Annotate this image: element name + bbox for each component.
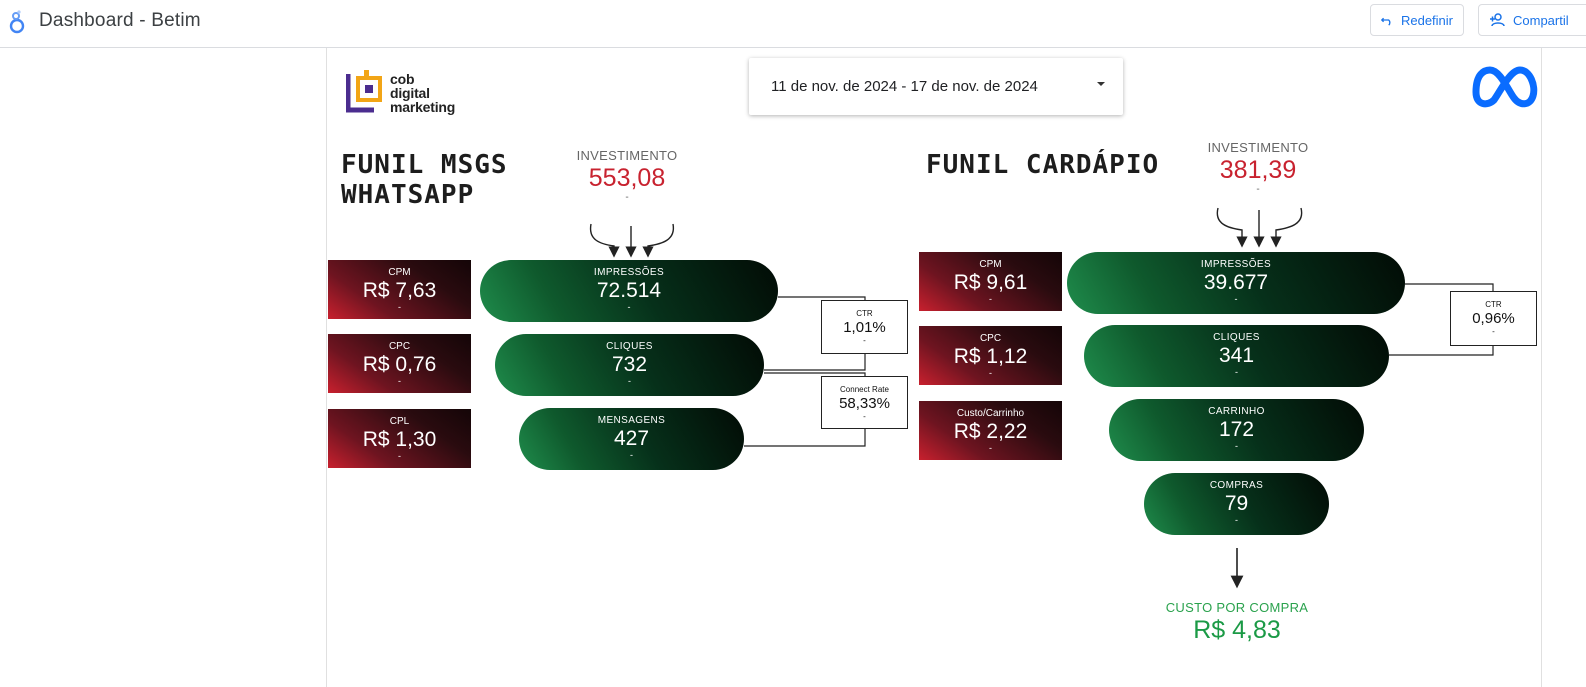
investment-comparison: -	[625, 192, 629, 203]
cost-comparison: -	[398, 302, 401, 312]
stage-comparison: -	[1234, 294, 1238, 304]
dropdown-arrow-icon	[1097, 82, 1105, 86]
app-header: Dashboard - Betim Redefinir Compartil	[0, 0, 1586, 48]
funnel-stage-clicks: CLIQUES 341 -	[1084, 325, 1389, 387]
stage-label: IMPRESSÕES	[593, 267, 665, 278]
cost-value: R$ 9,61	[953, 271, 1028, 294]
cob-digital-logo	[346, 70, 382, 113]
share-button-label: Compartil	[1513, 12, 1569, 28]
stage-value: 39.677	[1203, 271, 1269, 294]
date-range-value: 11 de nov. de 2024 - 17 de nov. de 2024	[771, 78, 1038, 95]
cost-card-cpc: CPC R$ 1,12 -	[919, 326, 1062, 385]
stage-value: 72.514	[596, 279, 662, 302]
logo-line-2: digital	[390, 85, 430, 101]
cost-value: R$ 0,76	[362, 353, 437, 376]
cost-label: CPM	[388, 267, 411, 278]
investment-label: INVESTIMENTO	[1207, 140, 1309, 155]
funnel-stage-cart: CARRINHO 172 -	[1109, 399, 1364, 461]
rate-value: 0,96%	[1472, 310, 1515, 327]
investment-comparison: -	[1256, 184, 1260, 195]
funnel-left-title-line-2: WHATSAPP	[341, 180, 475, 210]
stage-comparison: -	[1235, 441, 1238, 451]
stage-value: 172	[1218, 418, 1255, 441]
funnel-stage-purchases: COMPRAS 79 -	[1144, 473, 1329, 535]
cost-comparison: -	[989, 294, 992, 304]
investment-label: INVESTIMENTO	[576, 148, 678, 163]
stage-label: IMPRESSÕES	[1200, 259, 1272, 270]
add-person-icon	[1490, 13, 1505, 27]
cost-comparison: -	[989, 368, 992, 378]
date-range-picker[interactable]: 11 de nov. de 2024 - 17 de nov. de 2024	[749, 58, 1123, 115]
rate-value: 58,33%	[839, 395, 890, 412]
cost-comparison: -	[989, 443, 992, 453]
logo-line-3: marketing	[390, 99, 456, 115]
stage-value: 79	[1224, 492, 1249, 515]
logo-text: cob digital marketing	[390, 72, 455, 114]
rate-value: 1,01%	[843, 319, 886, 336]
stage-value: 341	[1218, 344, 1255, 367]
rate-comparison: -	[863, 336, 866, 345]
cost-card-cpm: CPM R$ 7,63 -	[328, 260, 471, 319]
stage-comparison: -	[628, 376, 631, 386]
cost-card-cpm: CPM R$ 9,61 -	[919, 252, 1062, 311]
cost-per-purchase-label: CUSTO POR COMPRA	[1165, 600, 1309, 615]
funnel-left-title: FUNIL MSGS WHATSAPP	[341, 150, 508, 210]
cost-card-cost-per-cart: Custo/Carrinho R$ 2,22 -	[919, 401, 1062, 460]
cost-value: R$ 1,12	[953, 345, 1028, 368]
stage-value: 427	[613, 427, 650, 450]
funnel-stage-impressions: IMPRESSÕES 39.677 -	[1067, 252, 1405, 314]
rate-comparison: -	[1492, 327, 1495, 336]
cost-value: R$ 7,63	[362, 279, 437, 302]
cost-label: CPL	[389, 416, 410, 427]
rate-card-connect-rate: Connect Rate 58,33% -	[821, 376, 908, 429]
cost-value: R$ 2,22	[953, 420, 1028, 443]
funnel-right-title: FUNIL CARDÁPIO	[926, 150, 1160, 180]
meta-logo-icon	[1472, 66, 1538, 108]
funnel-right-investment: INVESTIMENTO 381,39 -	[1188, 140, 1328, 195]
cost-per-purchase-value: R$ 4,83	[1193, 616, 1281, 644]
cost-comparison: -	[398, 376, 401, 386]
cost-comparison: -	[398, 451, 401, 461]
report-title: Dashboard - Betim	[39, 10, 201, 31]
investment-value: 553,08	[588, 164, 666, 192]
rate-card-ctr: CTR 1,01% -	[821, 300, 908, 354]
cost-label: Custo/Carrinho	[956, 408, 1025, 419]
funnel-left-title-line-1: FUNIL MSGS	[341, 150, 508, 180]
funnel-stage-impressions: IMPRESSÕES 72.514 -	[480, 260, 778, 322]
rate-label: CTR	[856, 309, 873, 318]
funnel-left-investment: INVESTIMENTO 553,08 -	[557, 148, 697, 203]
reset-button-label: Redefinir	[1400, 12, 1453, 28]
reset-button[interactable]: Redefinir	[1370, 4, 1464, 36]
looker-studio-icon	[9, 10, 25, 34]
cost-label: CPM	[979, 259, 1002, 270]
logo-line-1: cob	[390, 71, 415, 87]
rate-label: CTR	[1485, 300, 1502, 309]
rate-card-ctr: CTR 0,96% -	[1450, 291, 1537, 346]
stage-label: CARRINHO	[1208, 406, 1265, 417]
stage-label: COMPRAS	[1209, 480, 1264, 491]
rate-comparison: -	[863, 412, 866, 421]
cost-card-cpl: CPL R$ 1,30 -	[328, 409, 471, 468]
funnel-stage-messages: MENSAGENS 427 -	[519, 408, 744, 470]
funnel-stage-clicks: CLIQUES 732 -	[495, 334, 764, 396]
investment-value: 381,39	[1219, 156, 1297, 184]
stage-label: CLIQUES	[606, 341, 653, 352]
undo-icon	[1381, 17, 1391, 26]
stage-value: 732	[611, 353, 648, 376]
share-button[interactable]: Compartil	[1478, 4, 1586, 36]
cost-per-purchase: CUSTO POR COMPRA R$ 4,83	[1137, 600, 1337, 645]
cost-value: R$ 1,30	[362, 428, 437, 451]
stage-label: MENSAGENS	[597, 415, 666, 426]
stage-comparison: -	[1235, 515, 1238, 525]
stage-comparison: -	[630, 450, 633, 460]
rate-label: Connect Rate	[840, 385, 889, 394]
stage-comparison: -	[627, 302, 631, 312]
stage-label: CLIQUES	[1213, 332, 1260, 343]
cost-card-cpc: CPC R$ 0,76 -	[328, 334, 471, 393]
cost-label: CPC	[388, 341, 411, 352]
cost-label: CPC	[979, 333, 1002, 344]
stage-comparison: -	[1235, 367, 1238, 377]
